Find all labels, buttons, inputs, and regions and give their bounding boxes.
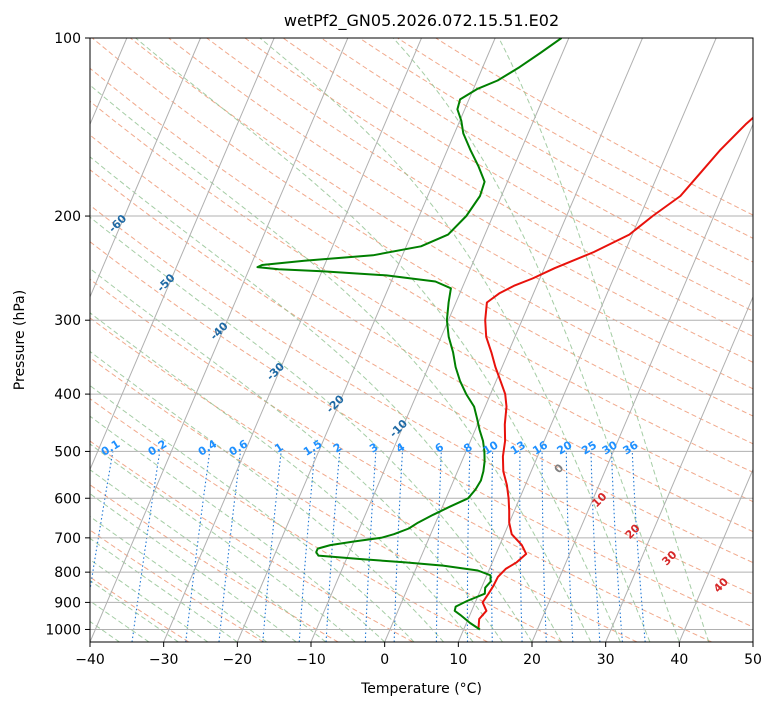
dry-adiabat-line — [90, 169, 753, 564]
dry-adiabat-line — [397, 38, 753, 239]
y-tick-label: 600 — [54, 491, 81, 507]
isotherm-line — [90, 38, 349, 642]
dry-adiabat-line — [90, 529, 264, 642]
moist-adiabat-line — [90, 415, 386, 642]
moist-adiabat-line — [90, 579, 179, 642]
x-tick-label: 20 — [523, 652, 541, 668]
y-tick-label: 700 — [54, 531, 81, 547]
x-tick-label: −20 — [223, 652, 253, 668]
y-tick-label: 200 — [54, 209, 81, 225]
moist-adiabat-line — [90, 312, 474, 642]
axes: −40 −30 −20 −10 0 10 20 30 40 50 100 200 300 400 500 60… — [45, 31, 762, 668]
y-tick-label: 400 — [54, 387, 81, 403]
isotherm-line — [531, 123, 753, 642]
y-tick-label: 1000 — [45, 622, 81, 638]
y-tick-label: 900 — [54, 595, 81, 611]
dry-adiabat-line — [90, 317, 638, 642]
dry-adiabat-line — [90, 134, 753, 533]
moist-adiabat-line — [392, 38, 680, 642]
dry-adiabats — [90, 38, 753, 642]
moist-adiabat-line — [498, 38, 710, 642]
mixing-ratio-line — [90, 451, 114, 594]
y-tick-label: 100 — [54, 31, 81, 47]
isotherm-line — [163, 38, 422, 642]
dry-adiabat-line — [90, 100, 753, 503]
temperature-profile-line — [477, 116, 753, 630]
dry-adiabat-line — [282, 38, 753, 312]
isotherm-line — [384, 38, 643, 642]
dry-adiabat-line — [90, 278, 712, 642]
dry-adiabat-line — [206, 38, 753, 363]
moist-adiabat-line — [90, 600, 150, 642]
x-tick-label: 40 — [670, 652, 688, 668]
isotherm-line — [457, 38, 717, 642]
dry-adiabat-line — [90, 204, 753, 595]
moist-adiabat-line — [90, 384, 415, 642]
x-axis-label: Temperature (°C) — [360, 681, 482, 697]
y-axis-label: Pressure (hPa) — [12, 290, 28, 390]
moist-adiabat-line — [90, 559, 209, 642]
dry-adiabat-line — [90, 398, 488, 642]
dry-adiabat-line — [90, 241, 753, 628]
moist-adiabat-line — [90, 515, 268, 642]
moist-adiabats — [90, 38, 710, 642]
moist-adiabat-line — [90, 443, 356, 642]
y-tick-label: 300 — [54, 313, 81, 329]
x-tick-label: −10 — [296, 652, 326, 668]
isotherms — [90, 38, 753, 642]
y-tick-label: 500 — [54, 444, 81, 460]
moist-adiabat-line — [90, 156, 562, 642]
moist-adiabat-line — [90, 216, 533, 642]
isotherm-line — [236, 38, 496, 642]
dewpoint-profile-line — [256, 38, 563, 631]
dry-adiabat-line — [90, 440, 414, 642]
dry-adiabat-line — [168, 38, 753, 390]
isotherm-line — [678, 468, 753, 642]
dry-adiabat-line — [435, 38, 753, 216]
dry-adiabat-line — [91, 38, 753, 445]
x-tick-label: −40 — [75, 652, 105, 668]
moist-adiabat-line — [90, 537, 238, 642]
isotherm-line — [605, 295, 753, 642]
isobars — [90, 38, 753, 630]
plot-frame — [89, 37, 754, 643]
y-tick-label: 800 — [54, 565, 81, 581]
isotherm-line — [90, 38, 275, 471]
dry-adiabat-line — [320, 38, 753, 287]
chart-title: wetPf2_GN05.2026.072.15.51.E02 — [284, 11, 559, 31]
isotherm-line — [90, 38, 201, 299]
mixing-ratio-line — [262, 451, 282, 642]
moist-adiabat-line — [135, 38, 621, 642]
x-tick-label: −30 — [149, 652, 179, 668]
mixing-ratio-line — [185, 451, 211, 642]
x-tick-label: 10 — [449, 652, 467, 668]
moist-adiabat-line — [90, 350, 444, 642]
x-tick-label: 30 — [597, 652, 615, 668]
plot-area: 0.10.20.40.611.52346810131620253036-100-… — [90, 38, 753, 642]
moist-adiabat-line — [259, 38, 651, 642]
mixing-ratio-line — [218, 451, 242, 642]
x-tick-label: 0 — [380, 652, 389, 668]
x-tick-label: 50 — [744, 652, 762, 668]
dry-adiabat-line — [90, 484, 339, 642]
profiles — [256, 38, 753, 631]
